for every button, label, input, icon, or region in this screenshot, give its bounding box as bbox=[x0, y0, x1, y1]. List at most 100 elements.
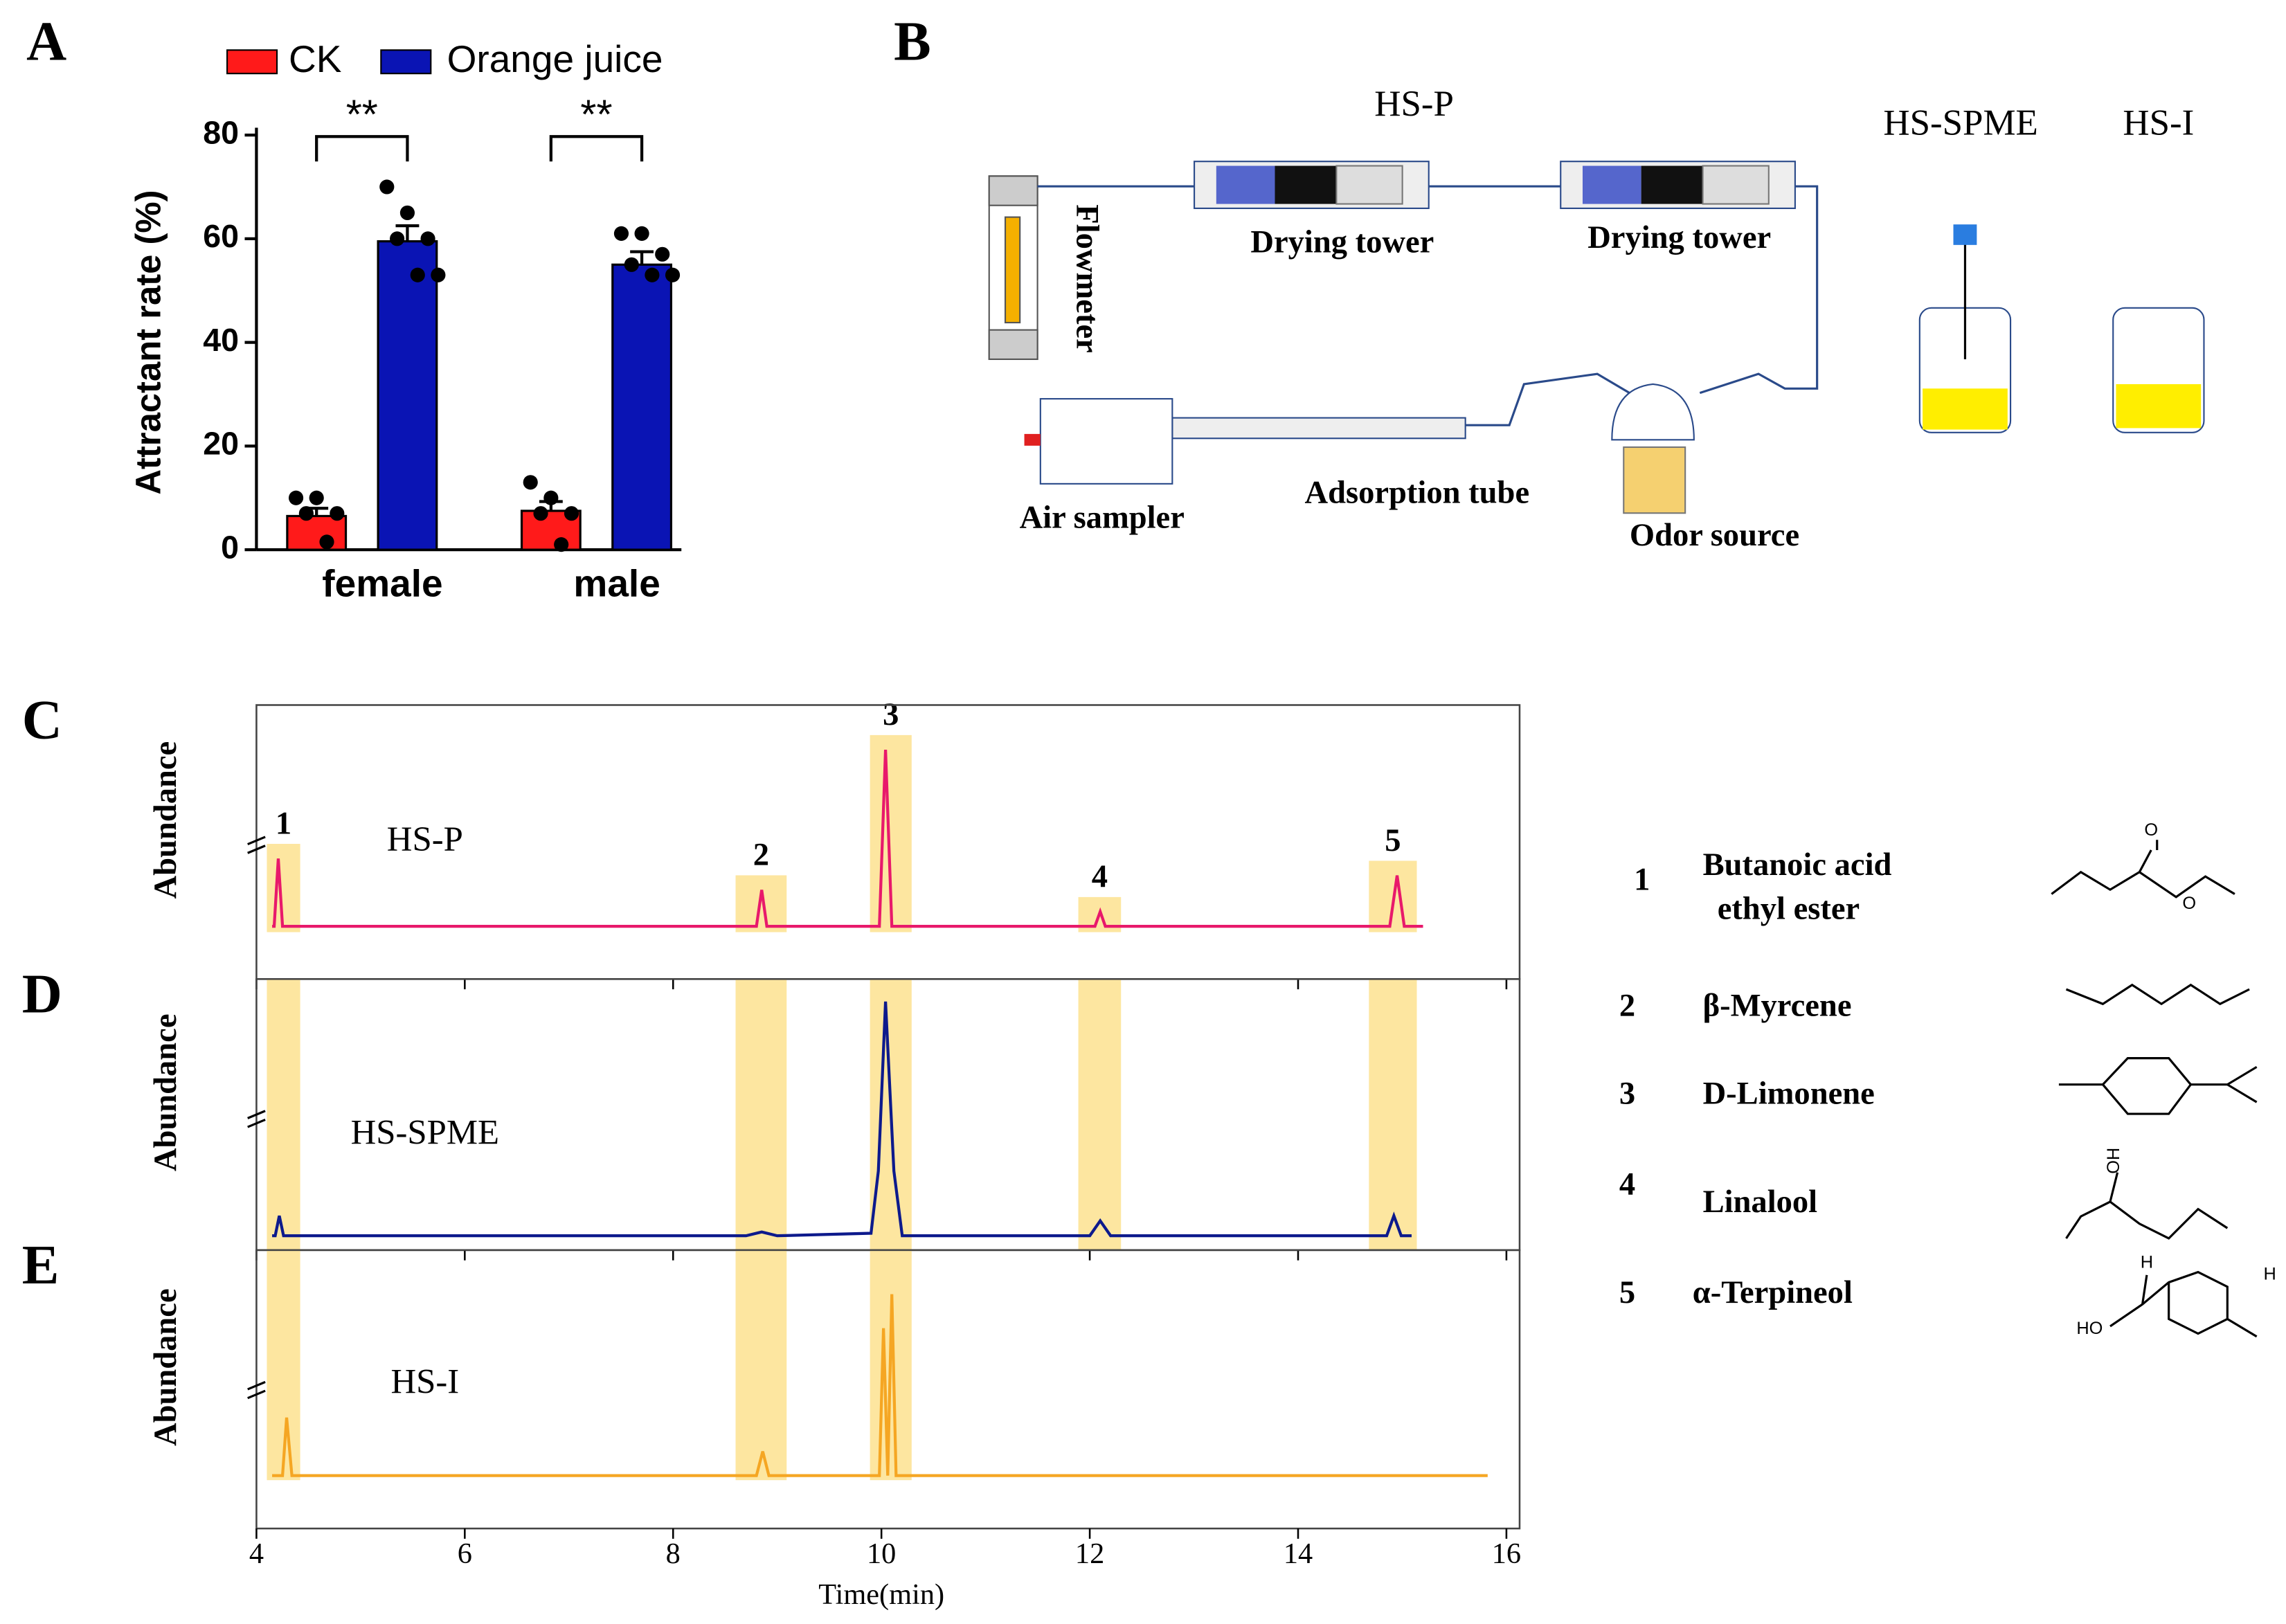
x-tick-label: 10 bbox=[867, 1537, 896, 1570]
data-point bbox=[624, 257, 639, 272]
air-sampler bbox=[1039, 398, 1173, 485]
data-point bbox=[665, 267, 681, 282]
chromatogram-trace bbox=[272, 1294, 1488, 1477]
data-point bbox=[645, 267, 660, 282]
x-tick-label: 4 bbox=[249, 1537, 264, 1570]
carbon bbox=[1641, 165, 1703, 204]
data-point bbox=[564, 506, 579, 521]
plot-frame bbox=[255, 1249, 1521, 1530]
x-tick-label: 12 bbox=[1075, 1537, 1104, 1570]
atom-label: H bbox=[2141, 1253, 2153, 1272]
highlight-band bbox=[1078, 979, 1122, 1250]
data-point bbox=[399, 205, 415, 220]
y-tick-label: 80 bbox=[203, 114, 239, 150]
sample bbox=[1923, 388, 2008, 430]
panel-letter: C bbox=[22, 689, 62, 751]
structure bbox=[2141, 1274, 2148, 1305]
legend-swatch bbox=[226, 49, 278, 75]
panel-letter: A bbox=[26, 11, 66, 73]
part-label: Drying tower bbox=[1250, 225, 1434, 260]
y-axis-label: Abundance bbox=[148, 1288, 183, 1446]
highlight-band bbox=[735, 1249, 787, 1481]
flowmeter-cap bbox=[988, 329, 1038, 361]
peak-label: 1 bbox=[276, 806, 291, 841]
atom-label: OH bbox=[2104, 1148, 2123, 1174]
data-point bbox=[613, 226, 629, 241]
silica bbox=[1583, 165, 1641, 204]
error-bar bbox=[395, 224, 420, 242]
structure bbox=[2065, 1200, 2229, 1240]
sample bbox=[2116, 384, 2202, 428]
carbon bbox=[1275, 165, 1337, 204]
structure bbox=[2190, 1065, 2258, 1086]
compound-number: 5 bbox=[1619, 1275, 1635, 1310]
peak-label: 5 bbox=[1385, 823, 1401, 858]
compound-number: 3 bbox=[1619, 1076, 1635, 1111]
compound-name: Linalool bbox=[1703, 1184, 1818, 1220]
compound-number: 4 bbox=[1619, 1167, 1635, 1202]
data-point bbox=[288, 490, 304, 505]
y-tick-label: 20 bbox=[203, 426, 239, 462]
bar bbox=[611, 263, 673, 551]
atom-label: O bbox=[2144, 820, 2158, 840]
x-tick-label: 14 bbox=[1284, 1537, 1313, 1570]
chromatogram-trace bbox=[272, 1001, 1412, 1238]
significance-label: ** bbox=[346, 91, 378, 137]
silica bbox=[1216, 165, 1275, 204]
data-point bbox=[554, 537, 569, 552]
tube bbox=[1699, 185, 1819, 395]
compound-number: 1 bbox=[1634, 862, 1650, 897]
apparatus: B HS-P HS-SPME HS-I Flowmeter Drying tow… bbox=[894, 11, 2205, 553]
data-point bbox=[410, 267, 425, 282]
flowmeter-cap bbox=[988, 175, 1038, 206]
significance-label: ** bbox=[580, 91, 612, 137]
x-tick-label: female bbox=[322, 562, 442, 605]
structure bbox=[2109, 1270, 2229, 1335]
panel-letter: D bbox=[22, 963, 62, 1025]
spme-holder bbox=[1953, 224, 1977, 245]
legend-label: Orange juice bbox=[447, 37, 663, 80]
structure bbox=[2058, 1057, 2193, 1115]
highlight-band bbox=[267, 844, 300, 932]
axis-break bbox=[247, 1380, 266, 1400]
flowmeter-tube bbox=[1004, 216, 1021, 324]
data-point bbox=[298, 506, 314, 521]
compound-number: 2 bbox=[1619, 988, 1635, 1023]
atom-label: HO bbox=[2076, 1319, 2103, 1338]
method-label: HS-I bbox=[2123, 103, 2194, 143]
compound-name: D-Limonene bbox=[1703, 1076, 1875, 1111]
compound-list: 1 Butanoic acid ethyl ester 2 β-Myrcene … bbox=[1619, 820, 2276, 1338]
highlight-band bbox=[735, 979, 787, 1250]
data-point bbox=[431, 267, 446, 282]
axis-break bbox=[247, 836, 266, 854]
compound-name: ethyl ester bbox=[1718, 892, 1860, 927]
series-label: HS-I bbox=[390, 1362, 459, 1400]
beads bbox=[1335, 165, 1403, 205]
adsorption-tube bbox=[1171, 417, 1466, 440]
x-tick-label: 8 bbox=[666, 1537, 681, 1570]
axis-break bbox=[247, 1110, 266, 1128]
legend-swatch bbox=[380, 49, 432, 75]
structure bbox=[2109, 1172, 2119, 1202]
structure bbox=[2139, 871, 2235, 899]
y-axis-label: Attractant rate (%) bbox=[128, 190, 168, 495]
y-axis-label: Abundance bbox=[148, 741, 183, 899]
data-point bbox=[390, 231, 405, 246]
part-label: Adsorption tube bbox=[1305, 475, 1530, 510]
compound-name: β-Myrcene bbox=[1703, 988, 1852, 1023]
peak-label: 2 bbox=[753, 838, 769, 873]
data-point bbox=[634, 226, 649, 241]
structures bbox=[2051, 840, 2258, 1338]
panel-letter: E bbox=[22, 1234, 60, 1296]
method-label: HS-P bbox=[1374, 84, 1454, 124]
significance-bracket bbox=[315, 135, 409, 162]
highlight-band bbox=[267, 979, 300, 1250]
data-point bbox=[309, 490, 324, 505]
data-point bbox=[533, 506, 548, 521]
compound-name: α-Terpineol bbox=[1693, 1275, 1853, 1310]
y-tick-label: 0 bbox=[221, 529, 239, 565]
odor-source bbox=[1623, 446, 1686, 514]
beads bbox=[1702, 165, 1770, 205]
method-label: HS-SPME bbox=[1883, 103, 2037, 143]
